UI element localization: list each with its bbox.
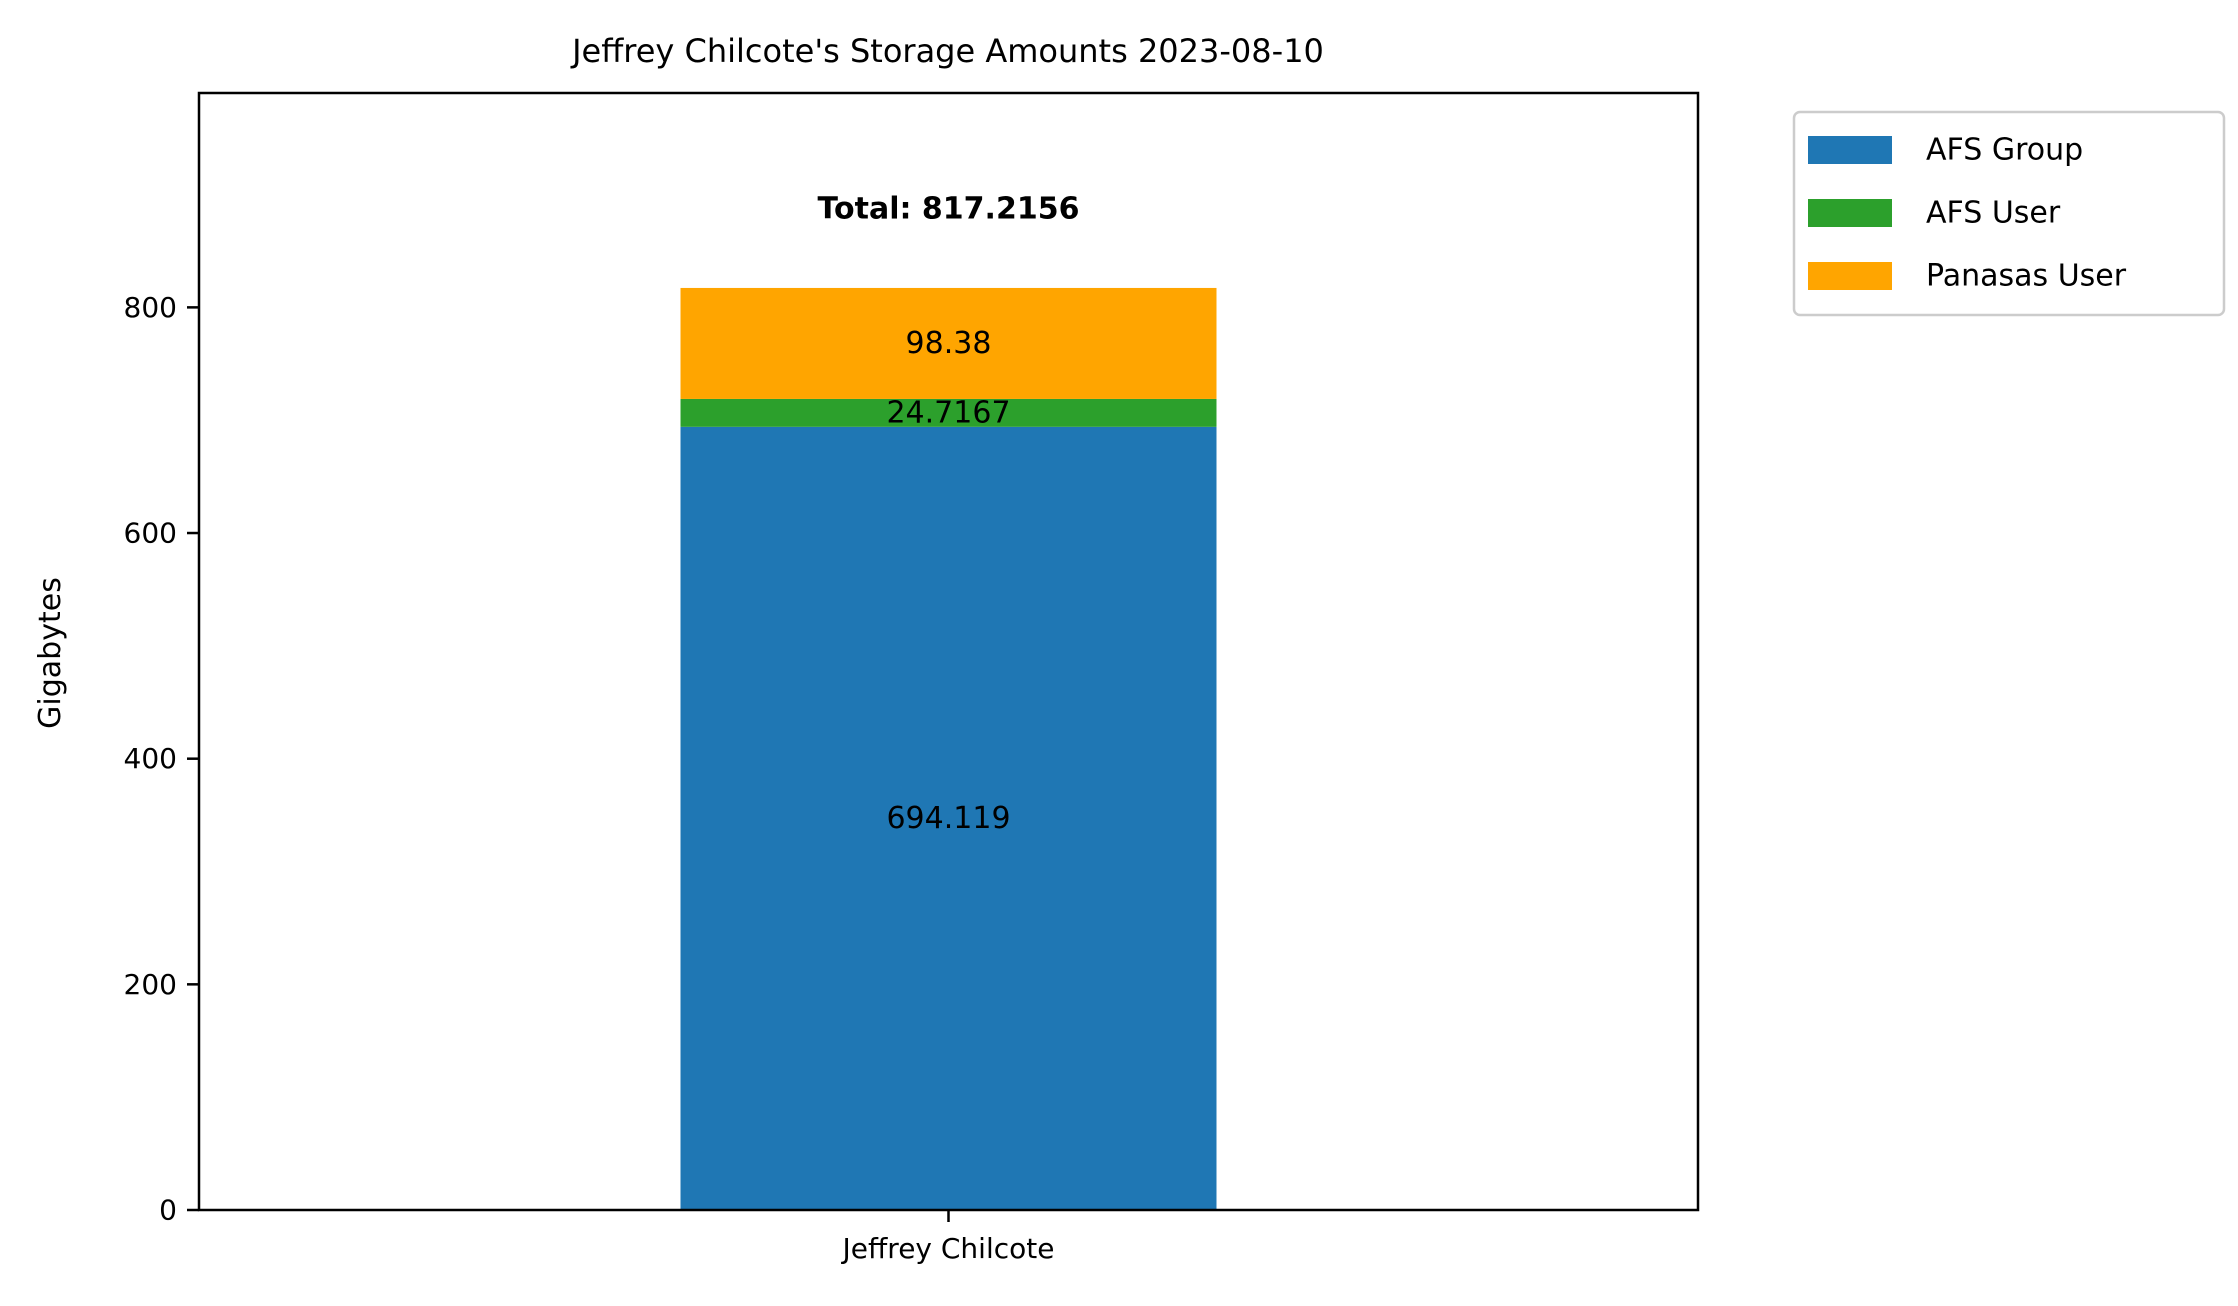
bar-total-label: Total: 817.2156 (818, 191, 1080, 226)
chart-title: Jeffrey Chilcote's Storage Amounts 2023-… (570, 32, 1324, 70)
legend-swatch-afs-user (1808, 199, 1892, 227)
x-tick-label: Jeffrey Chilcote (841, 1232, 1055, 1265)
legend-label-afs-user: AFS User (1926, 196, 2061, 231)
y-axis: 0 200 400 600 800 (124, 291, 199, 1227)
legend-label-afs-group: AFS Group (1926, 133, 2083, 168)
bar-value-label: 694.119 (886, 801, 1010, 836)
y-tick-label: 200 (124, 968, 177, 1001)
legend-swatch-panasas-user (1808, 262, 1892, 290)
bars-layer (680, 287, 1217, 1210)
y-tick-label: 400 (124, 742, 177, 775)
legend: AFS Group AFS User Panasas User (1792, 110, 2226, 317)
y-axis-label: Gigabytes (33, 577, 68, 729)
bar-value-label: 24.7167 (886, 395, 1010, 430)
bar-segment-afs-group (680, 426, 1217, 1210)
bar-segment-afs-user (680, 398, 1217, 427)
bar-value-label: 98.38 (906, 326, 992, 361)
legend-swatch-afs-group (1808, 136, 1892, 164)
x-axis: Jeffrey Chilcote (841, 1210, 1055, 1265)
y-tick-label: 800 (124, 291, 177, 324)
bar-segment-panasas-user (680, 287, 1217, 399)
y-tick-label: 0 (159, 1194, 177, 1227)
y-tick-label: 600 (124, 517, 177, 550)
legend-label-panasas-user: Panasas User (1926, 259, 2127, 294)
legend-frame (1792, 110, 2226, 317)
bar-labels-layer: 694.119 24.7167 98.38 Total: 817.2156 (818, 191, 1080, 835)
